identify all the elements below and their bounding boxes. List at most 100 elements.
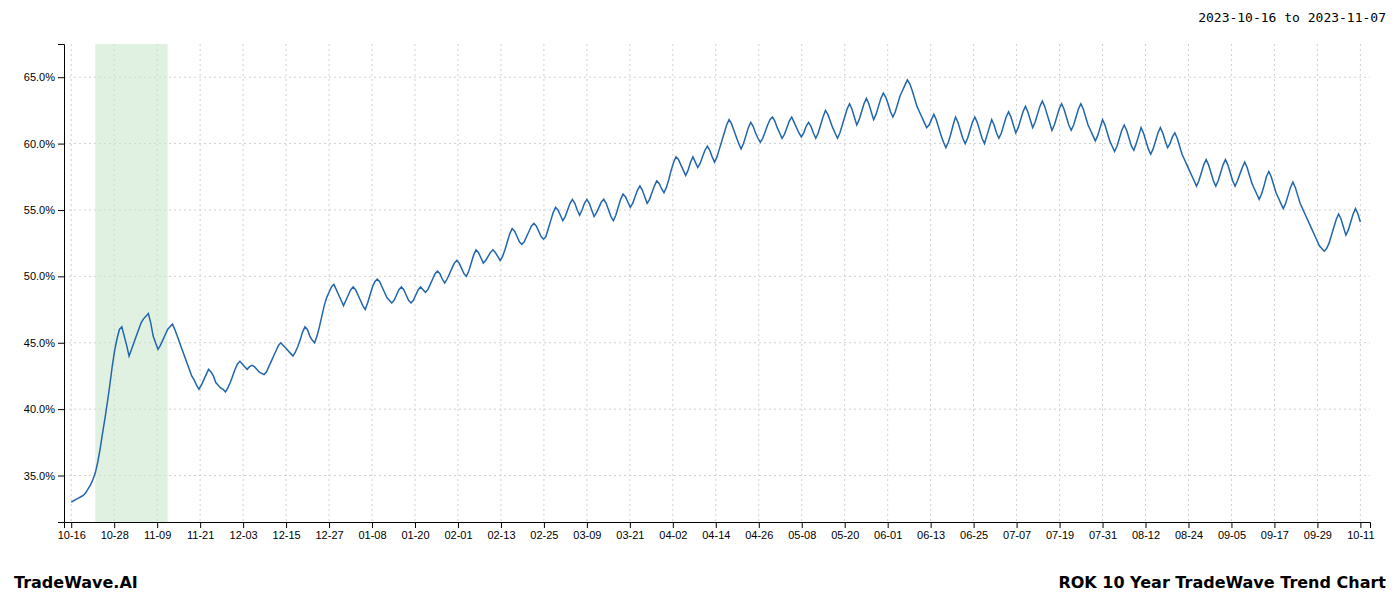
x-grid-line [887,44,888,522]
y-grid-line [64,209,1370,210]
x-tick: 03-21 [616,522,644,541]
x-tick-label: 07-19 [1046,529,1074,541]
x-tick-label: 02-13 [487,529,515,541]
x-tick: 12-15 [273,522,301,541]
highlight-band [95,44,167,522]
chart: 10-1610-2811-0911-2112-0312-1512-2701-08… [0,0,1400,600]
y-grid-line [64,475,1370,476]
x-axis: 10-1610-2811-0911-2112-0312-1512-2701-08… [58,522,1375,541]
x-grid-line [1360,44,1361,522]
x-grid-line [500,44,501,522]
y-grid-line [64,409,1370,410]
x-tick: 07-19 [1046,522,1074,541]
x-tick-label: 12-27 [315,529,343,541]
x-tick-mark [329,522,330,528]
y-axis-line [58,45,65,523]
x-tick-mark [1103,522,1104,528]
x-tick-mark [1231,522,1232,528]
y-tick: 55.0% [24,204,64,216]
x-tick-mark [200,522,201,528]
x-tick-label: 09-05 [1218,529,1246,541]
x-grid-line [71,44,72,522]
x-tick-label: 04-14 [702,529,730,541]
x-grid-line [457,44,458,522]
x-tick-mark [888,522,889,528]
x-tick: 06-13 [917,522,945,541]
x-grid-line [1016,44,1017,522]
x-tick-mark [1360,522,1361,528]
x-tick-label: 03-09 [573,529,601,541]
x-tick: 03-09 [573,522,601,541]
marks [71,44,1360,522]
x-tick: 06-25 [960,522,988,541]
x-grid-line [414,44,415,522]
x-tick: 02-25 [530,522,558,541]
x-tick: 09-05 [1218,522,1246,541]
x-grid-line [1145,44,1146,522]
x-tick-mark [1274,522,1275,528]
x-tick-label: 01-20 [401,529,429,541]
y-tick: 65.0% [24,71,64,83]
x-tick: 11-09 [144,522,171,541]
line [71,80,1360,502]
x-tick-mark [974,522,975,528]
x-grid-line [629,44,630,522]
x-tick: 02-13 [487,522,515,541]
x-tick-mark [1146,522,1147,528]
x-grid-line [1059,44,1060,522]
x-tick-label: 12-15 [273,529,301,541]
y-tick-mark [58,210,64,211]
x-tick-mark [544,522,545,528]
x-grid-line [543,44,544,522]
x-grid-line [1274,44,1275,522]
x-tick: 04-14 [702,522,730,541]
x-tick: 10-16 [58,522,86,541]
annotation: TradeWave.AI [14,573,138,592]
x-tick: 01-20 [401,522,429,541]
x-tick-mark [71,522,72,528]
x-tick-mark [587,522,588,528]
x-tick-label: 02-01 [444,529,472,541]
x-tick-mark [673,522,674,528]
x-grid-line [715,44,716,522]
x-axis-line [65,523,1371,529]
y-tick-mark [58,343,64,344]
x-grid-line [1188,44,1189,522]
x-tick: 09-29 [1304,522,1332,541]
y-tick-mark [58,476,64,477]
x-tick: 10-11 [1347,522,1374,541]
x-tick: 04-02 [659,522,687,541]
x-grid-line [801,44,802,522]
x-tick-label: 11-09 [144,529,171,541]
x-tick-label: 10-11 [1347,529,1374,541]
x-tick-label: 09-29 [1304,529,1332,541]
x-tick: 04-26 [745,522,773,541]
x-tick-mark [802,522,803,528]
y-grid-line [64,77,1370,78]
x-tick-label: 06-25 [960,529,988,541]
y-tick-mark [58,144,64,145]
y-grid-line [64,143,1370,144]
x-grid-line [200,44,201,522]
x-grid-line [758,44,759,522]
y-tick: 60.0% [24,138,64,150]
x-tick: 12-03 [230,522,258,541]
x-tick-mark [501,522,502,528]
x-tick-mark [759,522,760,528]
y-tick-label: 50.0% [24,270,55,282]
x-tick-mark [286,522,287,528]
y-tick-label: 55.0% [24,204,55,216]
y-tick-label: 65.0% [24,71,55,83]
y-tick-label: 60.0% [24,138,55,150]
x-tick-label: 05-20 [831,529,859,541]
y-tick-mark [58,276,64,277]
x-tick: 12-27 [315,522,343,541]
y-tick: 50.0% [24,270,64,282]
x-tick-mark [1017,522,1018,528]
x-tick: 06-01 [874,522,902,541]
grid [64,44,1370,522]
x-tick-mark [1060,522,1061,528]
x-tick-label: 11-21 [187,529,214,541]
x-grid-line [930,44,931,522]
x-tick-mark [931,522,932,528]
